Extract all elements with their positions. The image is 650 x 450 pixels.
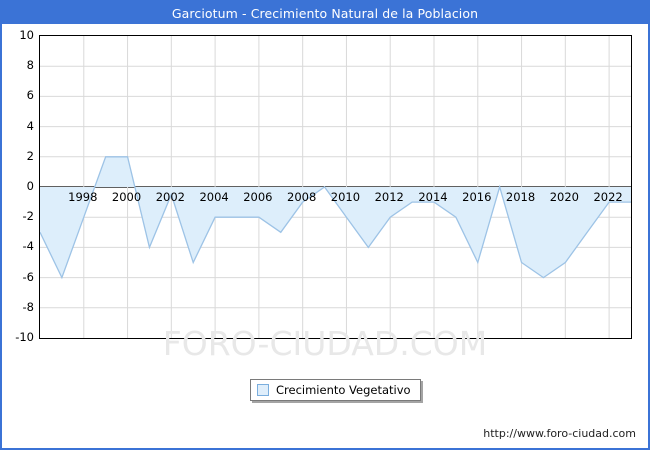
- x-axis-tick-label: 2002: [155, 190, 185, 204]
- plot-area: [39, 35, 632, 339]
- x-axis-tick-label: 2010: [330, 190, 361, 204]
- x-axis-tick-label: 2016: [462, 190, 492, 204]
- x-axis-tick-label: 2014: [418, 190, 448, 204]
- page-title: Garciotum - Crecimiento Natural de la Po…: [171, 5, 479, 21]
- y-axis-tick-label: -4: [22, 239, 34, 254]
- y-axis-tick-label: 6: [26, 88, 34, 103]
- x-axis-tick-label: 2004: [199, 190, 229, 204]
- y-axis-tick-label: -10: [15, 330, 34, 344]
- y-axis-tick-label: 2: [26, 148, 34, 163]
- x-axis-tick-label: 2018: [505, 190, 536, 204]
- y-axis-tick-label: 4: [26, 118, 34, 133]
- x-axis-tick-label: 2006: [243, 190, 273, 204]
- window-title-bar: Garciotum - Crecimiento Natural de la Po…: [2, 2, 648, 24]
- x-axis-tick-label: 2022: [593, 190, 623, 204]
- x-axis-tick-label: 1998: [68, 190, 98, 204]
- x-axis-tick-label: 2012: [374, 190, 404, 204]
- y-axis-tick-label: -8: [22, 299, 34, 314]
- chart-canvas: [40, 36, 631, 338]
- source-url: http://www.foro-ciudad.com: [483, 427, 636, 440]
- legend-item-label: Crecimiento Vegetativo: [276, 383, 411, 397]
- y-axis-tick-label: 8: [26, 58, 34, 73]
- y-axis-tick-label: 10: [19, 28, 34, 42]
- x-axis-tick-label: 2020: [549, 190, 579, 204]
- x-axis-tick-label: 2008: [287, 190, 317, 204]
- chart-legend[interactable]: Crecimiento Vegetativo: [250, 379, 421, 401]
- y-axis-tick-label: -6: [22, 269, 34, 284]
- y-axis-tick-label: -2: [22, 209, 34, 224]
- x-axis-tick-label: 2000: [111, 190, 142, 204]
- y-axis-tick-label: 0: [26, 179, 34, 193]
- series-color-swatch: [257, 384, 269, 396]
